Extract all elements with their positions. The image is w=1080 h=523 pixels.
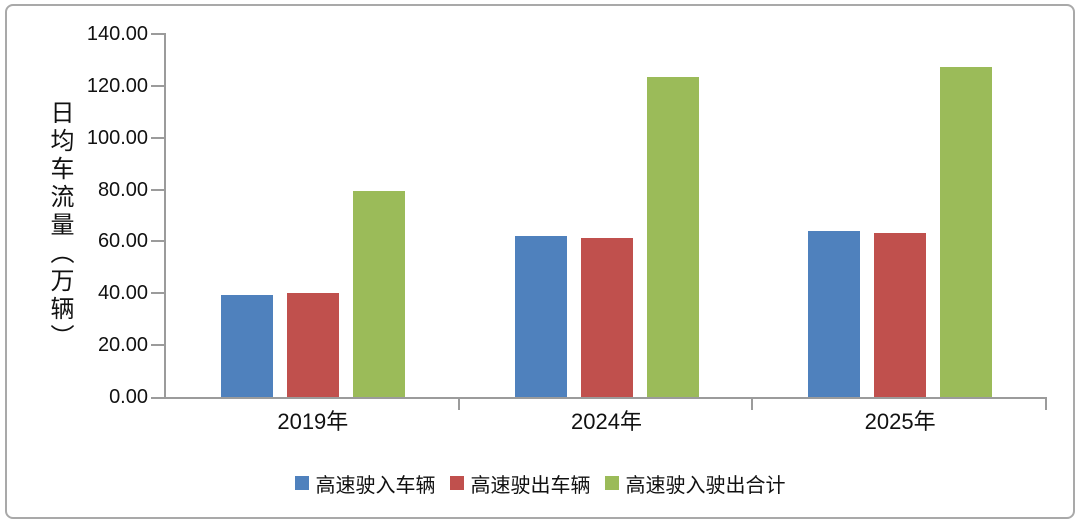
- y-axis-tick-label: 120.00: [86, 74, 148, 97]
- legend-label: 高速驶入车辆: [315, 474, 436, 497]
- y-axis-tick-label: 60.00: [97, 230, 148, 253]
- y-axis-tick: [151, 188, 166, 191]
- y-axis-tick-label: 100.00: [86, 126, 148, 149]
- bar-shiru-2019年: [220, 294, 273, 397]
- legend-swatch-icon: [294, 476, 309, 490]
- bar-heji-2025年: [940, 67, 993, 397]
- x-axis-tick: [751, 397, 754, 410]
- legend-item: 高速驶入车辆: [294, 469, 436, 498]
- bar-heji-2024年: [646, 76, 699, 397]
- legend-item: 高速驶出车辆: [449, 469, 591, 498]
- legend: 高速驶入车辆 高速驶出车辆 高速驶入驶出合计: [0, 469, 1080, 498]
- y-axis-tick-label: 80.00: [97, 178, 148, 201]
- x-axis-label: 2025年: [864, 409, 936, 434]
- legend-item: 高速驶入驶出合计: [604, 469, 786, 498]
- legend-label: 高速驶出车辆: [470, 474, 591, 497]
- y-axis-title: 日均车流量（万辆）: [46, 100, 72, 352]
- x-axis-label: 2019年: [277, 409, 349, 434]
- bar-shichu-2019年: [286, 293, 339, 397]
- y-axis-line: [164, 34, 166, 399]
- y-axis-tick-label: 20.00: [97, 334, 148, 357]
- y-axis-tick: [151, 344, 166, 347]
- legend-swatch-icon: [604, 476, 619, 490]
- bar-shichu-2024年: [580, 237, 633, 397]
- x-axis-tick: [1045, 397, 1047, 410]
- y-axis-tick: [151, 240, 166, 243]
- y-axis-tick-label: 140.00: [86, 23, 148, 45]
- x-axis-line: [151, 397, 1047, 399]
- y-axis-tick: [151, 292, 166, 295]
- bar-shiru-2024年: [514, 235, 567, 397]
- bar-heji-2019年: [352, 190, 405, 397]
- legend-label: 高速驶入驶出合计: [625, 474, 786, 497]
- y-axis-tick: [151, 84, 166, 87]
- y-axis-tick: [151, 33, 166, 35]
- y-axis-tick-label: 40.00: [97, 282, 148, 305]
- legend-swatch-icon: [449, 476, 464, 490]
- bar-shiru-2025年: [808, 231, 861, 397]
- y-axis-tick: [151, 136, 166, 139]
- x-axis-tick: [457, 397, 460, 410]
- bar-shichu-2025年: [874, 233, 927, 397]
- x-axis-label: 2024年: [571, 409, 642, 434]
- y-axis-tick-label: 0.00: [109, 386, 148, 408]
